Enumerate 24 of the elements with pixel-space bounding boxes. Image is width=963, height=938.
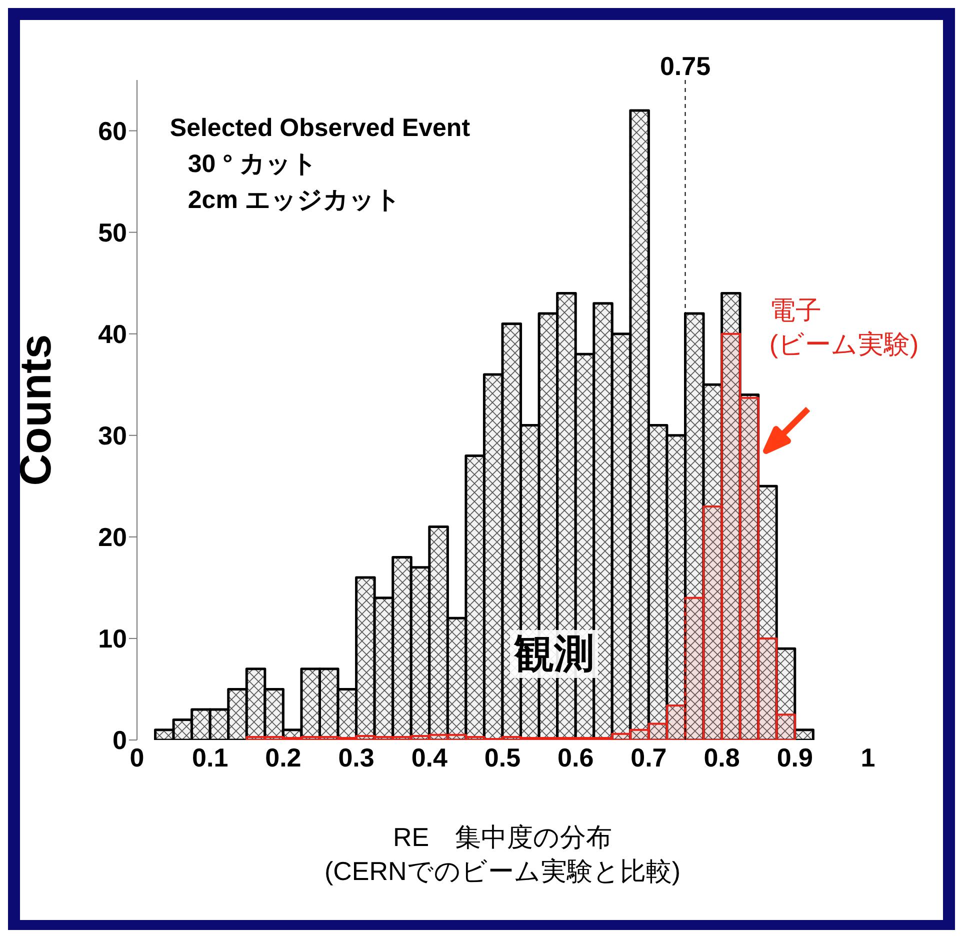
ref-line-label: 0.75	[660, 51, 711, 81]
y-tick-label: 60	[98, 116, 127, 146]
series-label: 電子 (ビーム実験)	[769, 294, 919, 362]
x-axis-title: RE 集中度の分布 (CERNでのビーム実験と比較)	[324, 821, 682, 888]
series-label: 観測	[510, 630, 598, 678]
x-tick-label: 1	[860, 742, 876, 772]
y-tick-label: 30	[98, 420, 127, 451]
x-tick-label: 0.4	[411, 742, 448, 772]
annotation: 2cm エッジカット	[186, 185, 402, 216]
x-tick-label: 0.2	[265, 742, 302, 772]
y-tick-label: 10	[98, 624, 127, 654]
x-tick-label: 0.5	[484, 742, 521, 772]
x-tick-label: 0.1	[192, 742, 228, 772]
y-tick-label: 20	[98, 522, 127, 552]
annotation: 30 ° カット	[186, 149, 319, 180]
x-tick-label: 0.3	[338, 742, 374, 772]
y-axis-title: Counts	[12, 334, 61, 486]
x-tick-label: 0.7	[630, 742, 667, 772]
x-tick-label: 0.8	[704, 742, 740, 772]
x-tick-label: 0.6	[558, 742, 594, 772]
y-tick-label: 50	[98, 218, 127, 248]
x-tick-label: 0.9	[776, 742, 813, 772]
annotation: Selected Observed Event	[170, 113, 470, 144]
y-tick-label: 40	[98, 319, 127, 350]
